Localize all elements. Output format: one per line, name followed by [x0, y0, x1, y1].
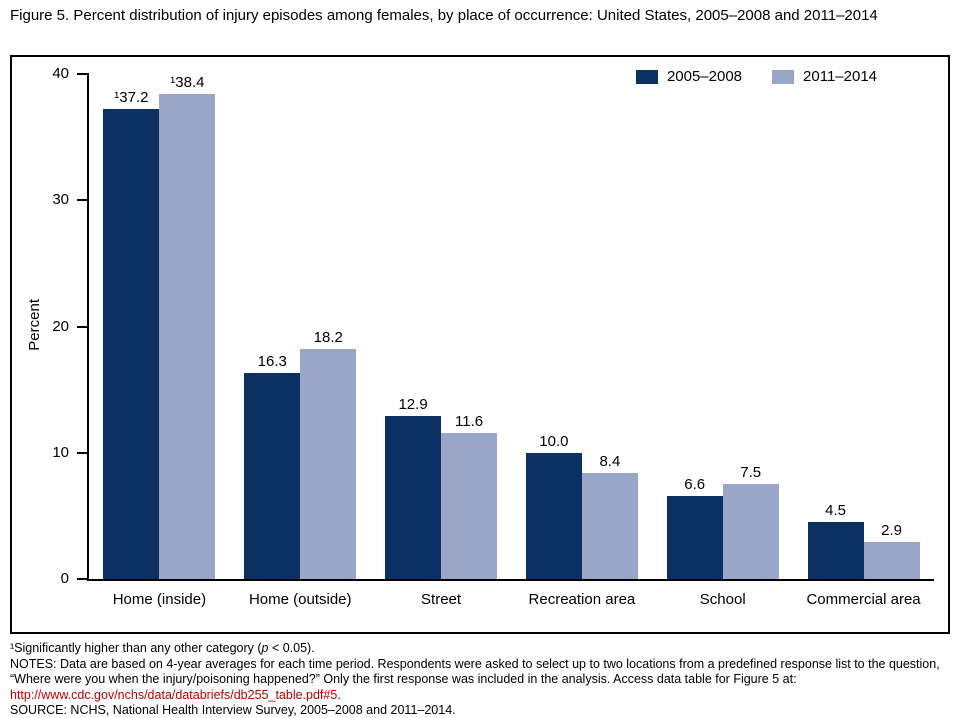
legend-swatch-2005-2008: [635, 69, 658, 84]
value-label-2005-2008-commercial-area: 4.5: [825, 502, 846, 520]
value-label-2011-2014-commercial-area: 2.9: [881, 522, 902, 540]
legend-label-2011-2014: 2011–2014: [803, 68, 877, 85]
y-tick-label-20: 20: [52, 317, 69, 335]
category-label-school: School: [699, 591, 746, 608]
figure-title: Figure 5. Percent distribution of injury…: [10, 7, 878, 24]
plot-area: 0 10 20 30 40 ¹37.2 ¹38.4 Home (inside) 16.3 18.…: [52, 65, 934, 608]
category-label-street: Street: [421, 591, 462, 608]
y-tick-mark-10: [77, 451, 89, 454]
y-tick-label-40: 40: [52, 65, 69, 82]
value-label-2011-2014-street: 11.6: [455, 412, 484, 430]
legend-swatch-2011-2014: [772, 69, 795, 84]
value-label-2011-2014-school: 7.5: [740, 464, 762, 482]
value-label-2011-2014-home-outside: 18.2: [313, 329, 343, 347]
legend-item-2011-2014: 2011–2014: [772, 68, 877, 85]
y-tick-mark-30: [77, 199, 89, 202]
bar-group-commercial-area: 4.5 2.9 Commercial area: [806, 74, 920, 608]
y-axis: 0 10 20 30 40: [29, 65, 89, 587]
category-label-recreation-area: Recreation area: [528, 591, 636, 608]
chart-frame: 2005–2008 2011–2014 Percent 0 10 20 30 40 ¹3…: [10, 55, 950, 634]
footnote-source: SOURCE: NCHS, National Health Interview …: [10, 703, 456, 717]
value-label-2005-2008-home-inside: ¹37.2: [114, 89, 149, 107]
bar-groups: ¹37.2 ¹38.4 Home (inside) 16.3 18.2 Home (out…: [89, 74, 934, 608]
value-label-2005-2008-home-outside: 16.3: [257, 353, 287, 371]
y-tick-mark-0: [77, 578, 89, 580]
bar-2005-2008-school: 6.6: [666, 476, 723, 579]
bar-2011-2014-street: 11.6: [441, 413, 498, 579]
category-label-commercial-area: Commercial area: [806, 591, 921, 608]
bar-2011-2014-recreation-area: 8.4: [581, 453, 638, 579]
legend-label-2005-2008: 2005–2008: [666, 68, 743, 85]
y-tick-label-10: 10: [52, 443, 69, 461]
y-tick-mark-20: [77, 325, 89, 328]
bar-group-school: 6.6 7.5 School: [666, 74, 779, 608]
bar-2011-2014-school: 7.5: [722, 464, 779, 579]
value-label-2005-2008-street: 12.9: [398, 396, 428, 414]
y-tick-label-30: 30: [52, 191, 69, 209]
bar-group-street: 12.9 11.6 Street: [385, 74, 498, 608]
bar-2005-2008-home-outside: 16.3: [244, 353, 301, 579]
legend: 2005–2008 2011–2014: [635, 68, 877, 85]
category-label-home-inside: Home (inside): [112, 591, 207, 608]
y-tick-mark-40: [77, 73, 89, 75]
bar-group-home-outside: 16.3 18.2 Home (outside): [244, 74, 357, 608]
bar-2005-2008-recreation-area: 10.0: [525, 433, 582, 579]
footnote-notes: NOTES: Data are based on 4-year averages…: [10, 656, 940, 702]
value-label-2005-2008-recreation-area: 10.0: [539, 432, 569, 450]
bar-2011-2014-commercial-area: 2.9: [863, 522, 920, 579]
bar-2011-2014-home-inside: ¹38.4: [159, 74, 216, 579]
bar-2005-2008-street: 12.9: [385, 396, 442, 579]
bar-2011-2014-home-outside: 18.2: [300, 329, 357, 579]
bar-2005-2008-commercial-area: 4.5: [807, 502, 864, 579]
bar-2005-2008-home-inside: ¹37.2: [103, 89, 160, 579]
y-tick-label-0: 0: [60, 570, 69, 587]
bar-group-recreation-area: 10.0 8.4 Recreation area: [525, 74, 638, 608]
value-label-2005-2008-school: 6.6: [684, 475, 706, 493]
footnote-significance: ¹Significantly higher than any other cat…: [10, 641, 315, 655]
value-label-2011-2014-recreation-area: 8.4: [599, 452, 621, 470]
legend-item-2005-2008: 2005–2008: [635, 68, 743, 85]
p-value-symbol: p: [261, 641, 269, 655]
data-table-link[interactable]: http://www.cdc.gov/nchs/data/databriefs/…: [10, 687, 338, 702]
bar-group-home-inside: ¹37.2 ¹38.4 Home (inside): [103, 74, 216, 608]
footnotes: ¹Significantly higher than any other cat…: [10, 641, 946, 718]
category-label-home-outside: Home (outside): [248, 591, 352, 608]
value-label-2011-2014-home-inside: ¹38.4: [170, 74, 205, 92]
